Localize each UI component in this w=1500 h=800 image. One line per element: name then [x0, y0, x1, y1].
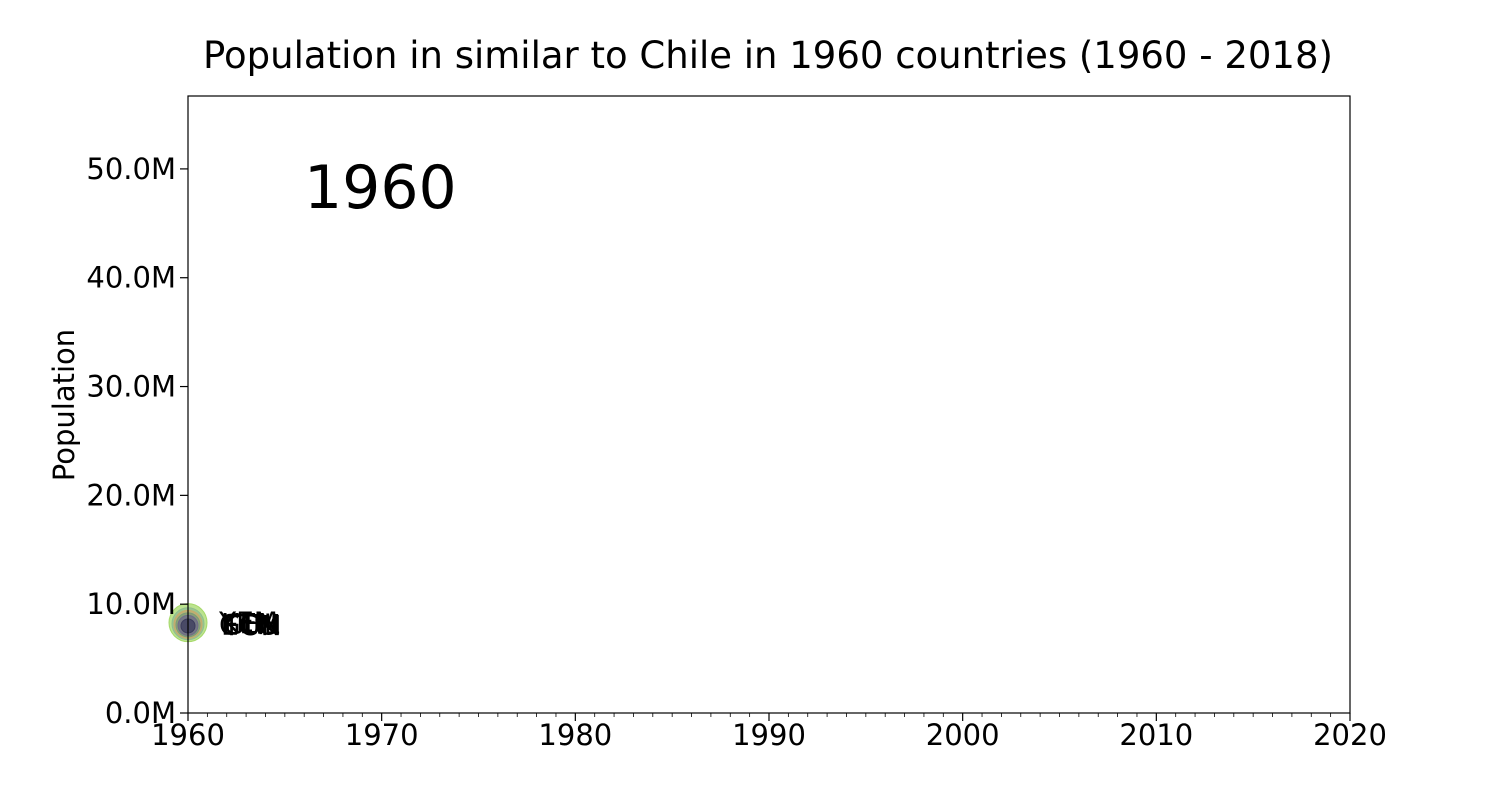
year-label: 1960 [304, 153, 457, 223]
y-tick-label: 20.0M [86, 478, 176, 512]
x-tick-label: 2020 [1313, 718, 1387, 752]
data-point-label-chl: CHL [223, 607, 280, 640]
data-point-label-gtm: GTM [219, 608, 281, 641]
x-tick-label: 2000 [926, 718, 1000, 752]
data-point-label-yem: YEM [218, 606, 278, 639]
data-point-label-ecu: ECU [221, 608, 279, 641]
chart-title: Population in similar to Chile in 1960 c… [203, 34, 1333, 77]
x-tick-label: 1970 [345, 718, 419, 752]
data-point-label-ken: KEN [221, 607, 278, 640]
x-tick-label: 1960 [151, 718, 225, 752]
y-axis-label: Population [47, 329, 81, 481]
y-tick-label: 0.0M [105, 696, 176, 730]
y-tick-label: 10.0M [86, 587, 176, 621]
y-axis: 0.0M 10.0M 20.0M 30.0M 40.0M 50.0M [86, 152, 188, 730]
data-point-label-tun: TUN [222, 609, 282, 642]
y-tick-label: 30.0M [86, 370, 176, 404]
x-tick-label: 2010 [1119, 718, 1193, 752]
y-tick-label: 50.0M [86, 152, 176, 186]
y-tick-label: 40.0M [86, 261, 176, 295]
plot-area-frame [187, 95, 1351, 714]
x-tick-label: 1980 [538, 718, 612, 752]
x-tick-label: 1990 [732, 718, 806, 752]
x-axis: 1960 1970 1980 1990 2000 2010 2020 [151, 713, 1387, 752]
